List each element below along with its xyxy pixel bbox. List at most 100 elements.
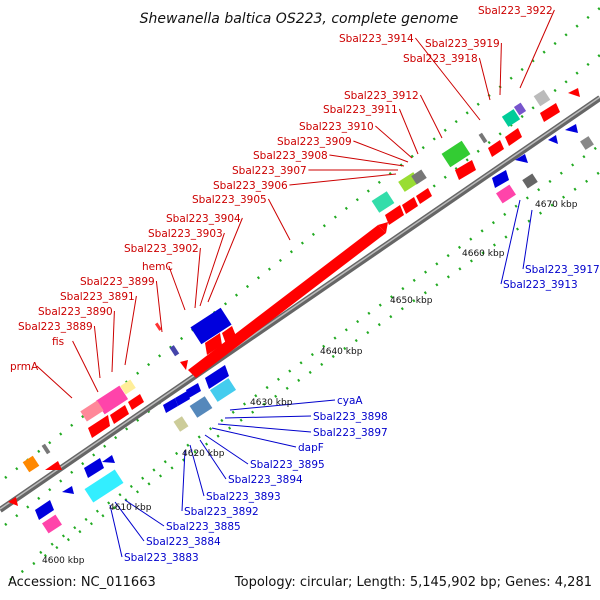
- gene-block-cyan: [209, 378, 237, 402]
- gene-arrow: [416, 188, 432, 204]
- gene-arrow: [505, 128, 522, 146]
- gene-block-teal: [371, 191, 395, 213]
- gene-arrow-large: [188, 225, 386, 378]
- leader-line: [114, 501, 145, 542]
- gene-block-pink: [95, 385, 129, 415]
- gene-label-sbal223-3913: Sbal223_3913: [503, 279, 578, 291]
- forward-genes: [8, 88, 580, 506]
- gene-block-orange: [22, 455, 40, 473]
- gene-label-sbal223-3910: Sbal223_3910: [299, 121, 374, 133]
- leader-line: [217, 423, 312, 433]
- leader-line: [519, 9, 555, 89]
- genome-backbone: [0, 95, 600, 513]
- gene-label-sbal223-3903: Sbal223_3903: [148, 228, 223, 240]
- gene-label-sbal223-3894: Sbal223_3894: [228, 474, 303, 486]
- leader-line: [353, 140, 409, 163]
- gene-arrow-rev: [548, 135, 558, 144]
- gene-arrow-rev: [163, 398, 178, 413]
- gene-block-pink: [42, 514, 62, 534]
- gene-label-sbal223-3906: Sbal223_3906: [213, 180, 288, 192]
- forward-gene-blocks: [22, 89, 551, 473]
- scale-tick-label: 4610 kbp: [109, 503, 152, 513]
- gene-arrow: [455, 160, 476, 180]
- lower-dotted-guide: [9, 170, 600, 582]
- gene-block-salmon: [80, 400, 104, 422]
- gene-arrow: [540, 103, 560, 122]
- gene-arrow-rev: [565, 124, 578, 133]
- gene-label-sbal223-3898: Sbal223_3898: [313, 411, 388, 423]
- scale-tick-label: 4620 kbp: [182, 449, 225, 459]
- gene-block-khaki: [173, 416, 189, 432]
- leader-line: [499, 42, 502, 96]
- leader-line: [329, 154, 405, 167]
- scale-tick-label: 4600 kbp: [42, 556, 85, 566]
- gene-label-sbal223-3922: Sbal223_3922: [478, 5, 553, 17]
- gene-arrow-rev: [492, 170, 509, 188]
- gene-label-sbal223-3911: Sbal223_3911: [323, 104, 398, 116]
- leader-line: [207, 217, 243, 303]
- leader-line: [93, 325, 101, 379]
- gene-block-purple: [513, 102, 527, 116]
- gene-label-dapf: dapF: [298, 442, 324, 454]
- leader-line: [398, 108, 419, 155]
- leader-line: [211, 427, 297, 448]
- scale-tick-label: 4660 kbp: [462, 249, 505, 259]
- top-gene-labels: prmA fis Sbal223_3889 Sbal223_3890 Sbal223_3…: [10, 5, 555, 399]
- gene-label-sbal223-3889: Sbal223_3889: [18, 321, 93, 333]
- gene-label-sbal223-3919: Sbal223_3919: [425, 38, 500, 50]
- backbone-highlight: [0, 96, 600, 510]
- leader-line: [289, 173, 397, 186]
- scale-tick-label: 4650 kbp: [390, 296, 433, 306]
- leader-line: [229, 399, 336, 411]
- leader-line: [189, 444, 205, 497]
- gene-label-cyaa: cyaA: [337, 395, 363, 407]
- gene-arrow-head: [378, 222, 388, 233]
- gene-label-sbal223-3912: Sbal223_3912: [344, 90, 419, 102]
- gene-label-sbal223-3883: Sbal223_3883: [124, 552, 199, 564]
- scale-tick-label: 4640 kbp: [320, 347, 363, 357]
- gene-block-gray-thin: [41, 443, 51, 455]
- gene-label-sbal223-3884: Sbal223_3884: [146, 536, 221, 548]
- gene-arrow: [568, 88, 580, 97]
- gene-label-sbal223-3905: Sbal223_3905: [192, 194, 267, 206]
- gene-block-yellow: [120, 379, 136, 395]
- accession-text: Accession: NC_011663: [8, 575, 156, 590]
- leader-line: [109, 504, 123, 558]
- gene-block-navy: [169, 345, 180, 357]
- gene-arrow: [110, 405, 129, 424]
- gene-label-hemc: hemC: [142, 261, 173, 273]
- scale-tick-labels: 4600 kbp 4610 kbp 4620 kbp 4630 kbp 4640 kbp…: [42, 200, 578, 566]
- leader-line: [194, 247, 201, 309]
- gene-label-sbal223-3890: Sbal223_3890: [38, 306, 113, 318]
- leader-line: [124, 295, 137, 366]
- gene-arrow: [88, 415, 110, 438]
- gene-arrow: [402, 197, 418, 214]
- map-title: Shewanella baltica OS223, complete genom…: [140, 11, 459, 27]
- gene-arrow-rev: [186, 383, 201, 398]
- gene-block-cyan: [84, 469, 124, 503]
- reverse-genes: [35, 124, 578, 520]
- gene-arrow-rev: [102, 455, 115, 463]
- gene-block-steel: [189, 396, 213, 418]
- leader-line: [415, 37, 481, 121]
- leader-line: [419, 94, 443, 139]
- leader-line: [522, 209, 533, 270]
- gene-label-sbal223-3885: Sbal223_3885: [166, 521, 241, 533]
- gene-label-sbal223-3892: Sbal223_3892: [184, 506, 259, 518]
- leader-line: [168, 265, 186, 311]
- leader-line: [204, 434, 249, 465]
- gene-arrow: [222, 326, 236, 344]
- gene-arrow-rev: [62, 486, 74, 494]
- gene-arrow-rev: [84, 458, 104, 478]
- gene-label-sbal223-3902: Sbal223_3902: [124, 243, 199, 255]
- leader-line: [199, 439, 227, 480]
- gene-label-sbal223-3899: Sbal223_3899: [80, 276, 155, 288]
- leader-line: [36, 365, 73, 399]
- leader-line: [267, 198, 291, 241]
- gene-label-sbal223-3917: Sbal223_3917: [525, 264, 600, 276]
- gene-block-pink: [496, 184, 516, 204]
- gene-arrow: [205, 333, 222, 355]
- gene-block-gray: [411, 169, 427, 185]
- gene-arrow-rev: [175, 391, 190, 406]
